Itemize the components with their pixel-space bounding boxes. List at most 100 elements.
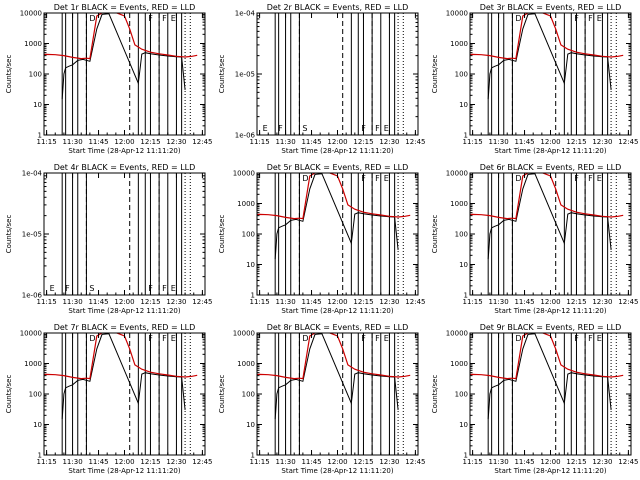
x-tick-label: 12:15: [353, 458, 373, 466]
y-tick-label: 1: [464, 132, 468, 140]
x-tick-label: 12:45: [618, 458, 638, 466]
events-series-line: [61, 13, 186, 100]
y-tick-label: 1000: [450, 200, 468, 208]
x-tick-label: 12:15: [353, 138, 373, 146]
y-tick-label: 10000: [233, 170, 255, 178]
x-tick-label: 12:15: [140, 138, 160, 146]
x-tick-label: 11:45: [514, 298, 534, 306]
x-tick-label: 11:15: [250, 298, 270, 306]
x-tick-label: 11:45: [88, 458, 108, 466]
event-marker-label: F: [375, 124, 380, 133]
x-tick-label: 11:30: [488, 298, 508, 306]
event-marker-label: E: [597, 14, 602, 23]
panel-title: Det 3r BLACK = Events, RED = LLD: [480, 3, 622, 12]
x-tick-label: 12:30: [592, 298, 612, 306]
event-marker-label: F: [361, 124, 366, 133]
event-marker-label: D: [89, 14, 95, 23]
y-tick-label: 10: [459, 261, 468, 269]
event-marker-label: F: [162, 14, 167, 23]
event-marker-label: F: [574, 334, 579, 343]
y-tick-label: 1000: [450, 40, 468, 48]
event-marker-label: E: [171, 334, 176, 343]
x-tick-label: 11:15: [250, 138, 270, 146]
x-tick-label: 12:00: [327, 138, 347, 146]
y-axis-label: Counts/sec: [431, 55, 439, 94]
x-tick-label: 12:00: [540, 298, 560, 306]
x-tick-label: 11:15: [463, 138, 483, 146]
event-marker-label: E: [384, 174, 389, 183]
y-tick-label: 10: [33, 421, 42, 429]
x-tick-label: 11:45: [514, 458, 534, 466]
x-tick-label: 12:30: [592, 138, 612, 146]
y-tick-label: 10: [459, 421, 468, 429]
event-marker-label: F: [278, 124, 283, 133]
event-marker-label: E: [50, 284, 55, 293]
x-axis-label: Start Time (28-Apr-12 11:11:20): [68, 467, 180, 475]
x-tick-label: 11:15: [463, 298, 483, 306]
y-tick-label: 100: [242, 391, 255, 399]
event-marker-label: F: [588, 334, 593, 343]
x-axis-label: Start Time (28-Apr-12 11:11:20): [281, 467, 393, 475]
x-tick-label: 12:30: [592, 458, 612, 466]
x-tick-label: 12:15: [140, 458, 160, 466]
plot-frame: [43, 12, 206, 136]
x-tick-label: 12:30: [166, 458, 186, 466]
x-tick-label: 12:15: [140, 298, 160, 306]
events-series-line: [61, 333, 186, 420]
y-tick-label: 10: [33, 101, 42, 109]
events-series-line: [487, 13, 612, 100]
x-tick-label: 11:45: [514, 138, 534, 146]
y-axis-label: Counts/sec: [431, 375, 439, 414]
x-tick-label: 11:45: [301, 298, 321, 306]
events-series-line: [274, 173, 399, 260]
x-tick-label: 12:45: [405, 458, 425, 466]
y-tick-label: 1: [251, 452, 255, 460]
panel-title: Det 8r BLACK = Events, RED = LLD: [267, 323, 409, 332]
x-tick-label: 12:00: [114, 298, 134, 306]
x-tick-label: 11:30: [275, 298, 295, 306]
event-marker-label: F: [148, 334, 153, 343]
event-marker-label: F: [65, 284, 70, 293]
event-marker-label: D: [515, 174, 521, 183]
x-axis-label: Start Time (28-Apr-12 11:11:20): [281, 307, 393, 315]
y-tick-label: 10000: [20, 330, 42, 338]
plot-frame: [256, 172, 419, 296]
event-marker-label: F: [574, 14, 579, 23]
plot-frame: [43, 332, 206, 456]
x-tick-label: 12:30: [379, 138, 399, 146]
y-tick-label: 10000: [446, 170, 468, 178]
x-tick-label: 12:45: [192, 138, 212, 146]
x-tick-label: 11:45: [88, 138, 108, 146]
y-axis-label: Counts/sec: [218, 215, 226, 254]
event-marker-label: F: [375, 334, 380, 343]
x-tick-label: 12:15: [566, 138, 586, 146]
y-tick-label: 1e-05: [22, 231, 42, 239]
x-tick-label: 12:45: [192, 458, 212, 466]
x-axis-label: Start Time (28-Apr-12 11:11:20): [68, 307, 180, 315]
event-marker-label: F: [375, 174, 380, 183]
y-tick-label: 1e-04: [235, 10, 256, 18]
x-axis-label: Start Time (28-Apr-12 11:11:20): [494, 467, 606, 475]
y-tick-label: 10000: [20, 10, 42, 18]
y-tick-label: 1000: [237, 200, 255, 208]
x-tick-label: 11:30: [62, 138, 82, 146]
event-marker-label: E: [597, 174, 602, 183]
event-marker-label: E: [384, 124, 389, 133]
event-marker-label: F: [148, 14, 153, 23]
x-tick-label: 12:00: [327, 298, 347, 306]
plot-frame: [469, 12, 632, 136]
y-axis-label: Counts/sec: [218, 55, 226, 94]
event-marker-label: E: [171, 14, 176, 23]
y-tick-label: 10000: [446, 10, 468, 18]
panel-title: Det 1r BLACK = Events, RED = LLD: [54, 3, 196, 12]
x-tick-label: 11:15: [250, 458, 270, 466]
x-tick-label: 12:00: [114, 138, 134, 146]
event-marker-label: F: [162, 334, 167, 343]
y-tick-label: 100: [242, 231, 255, 239]
